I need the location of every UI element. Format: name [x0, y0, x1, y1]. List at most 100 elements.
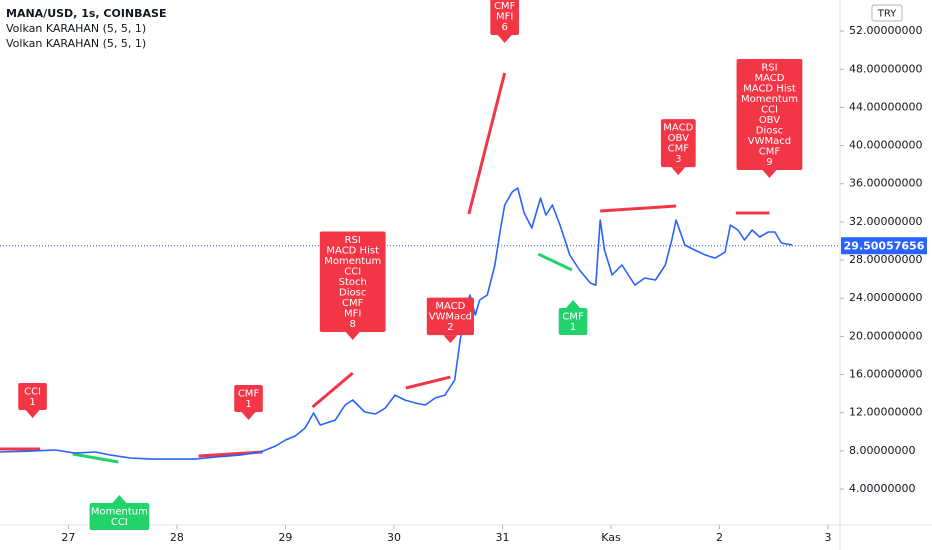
- currency-button-box[interactable]: [871, 4, 903, 22]
- signal-pointer: [497, 35, 512, 44]
- signal-text: Diosc: [756, 125, 783, 136]
- y-tick-label: 16.00000000: [849, 368, 922, 381]
- signal-text: MACD: [754, 73, 784, 84]
- signal-text: MACD Hist: [326, 245, 379, 256]
- signal-text: VWMacd: [429, 311, 472, 322]
- signal-text: CCI: [24, 386, 41, 397]
- signal-text: MACD Hist: [743, 83, 796, 94]
- y-tick-label: 52.00000000: [849, 24, 922, 37]
- currency-button[interactable]: TRY: [871, 4, 903, 22]
- y-tick-label: 36.00000000: [849, 177, 922, 190]
- currency-label[interactable]: TRY: [877, 9, 897, 20]
- signal-text: RSI: [761, 62, 777, 73]
- signal-text: 3: [675, 154, 681, 165]
- signal-box: [18, 383, 47, 411]
- signal-box: [426, 297, 474, 336]
- y-tick-label: 28.00000000: [849, 253, 922, 266]
- x-tick-label: 29: [278, 531, 292, 544]
- trendline: [72, 452, 119, 464]
- signal-text: Stoch: [339, 277, 367, 288]
- trendline: [311, 371, 354, 409]
- signal-text: 6: [501, 22, 507, 33]
- signal-pointer: [241, 412, 256, 421]
- x-tick-label: 27: [61, 531, 75, 544]
- last-price-label: 29.50057656: [844, 239, 925, 252]
- trendline: [467, 72, 507, 215]
- signal-text: OBV: [759, 115, 780, 126]
- signal-text: CMF: [759, 146, 781, 157]
- legend-text: Volkan KARAHAN (5, 5, 1): [6, 22, 146, 35]
- x-tick-label: 28: [170, 531, 184, 544]
- signal-text: CMF: [562, 311, 584, 322]
- trendline: [405, 375, 451, 390]
- signal-text: MFI: [344, 308, 361, 319]
- signal-text: 1: [29, 397, 35, 408]
- signal-text: CCI: [111, 517, 128, 528]
- signal-text: CMF: [668, 143, 690, 154]
- x-tick-label: 31: [495, 531, 509, 544]
- y-tick-label: 24.00000000: [849, 291, 922, 304]
- signal-text: MACD: [663, 122, 693, 133]
- x-tick-label: 2: [716, 531, 723, 544]
- y-tick-label: 4.00000000: [849, 482, 915, 495]
- signal-box: [89, 503, 150, 531]
- signal-text: VWMacd: [748, 136, 791, 147]
- signal-box: [490, 0, 519, 36]
- y-tick-label: 12.00000000: [849, 406, 922, 419]
- signal-text: CMF: [494, 1, 516, 12]
- signal-text: RSI: [345, 235, 361, 246]
- y-tick-label: 40.00000000: [849, 139, 922, 152]
- signal-text: 8: [350, 319, 356, 330]
- y-tick-label: 20.00000000: [849, 329, 922, 342]
- trendline: [537, 252, 573, 272]
- signal-text: MACD: [435, 301, 465, 312]
- signal-text: Momentum: [324, 256, 381, 267]
- signal-pointer: [25, 410, 40, 419]
- x-tick-label: 30: [387, 531, 401, 544]
- price-line: [0, 187, 793, 460]
- signal-box: [319, 231, 386, 333]
- signal-pointer: [671, 167, 686, 176]
- legend-text: MANA/USD, 1s, COINBASE: [6, 7, 166, 20]
- signal-pointer: [345, 332, 360, 341]
- signal-text: OBV: [668, 133, 689, 144]
- signal-box: [558, 308, 588, 336]
- signal-box: [736, 59, 803, 171]
- legend-text: Volkan KARAHAN (5, 5, 1): [6, 37, 146, 50]
- signal-box: [660, 119, 696, 168]
- signal-box: [234, 385, 263, 413]
- signal-text: Diosc: [339, 287, 366, 298]
- trendline: [600, 204, 677, 213]
- signal-text: Momentum: [741, 94, 798, 105]
- signal-text: 9: [766, 157, 772, 168]
- last-price-box: [841, 237, 927, 255]
- signal-text: CCI: [344, 266, 361, 277]
- signal-pointer: [112, 495, 127, 504]
- signal-pointer: [762, 170, 777, 179]
- y-tick-label: 32.00000000: [849, 215, 922, 228]
- signal-pointer: [566, 300, 581, 309]
- y-tick-label: 48.00000000: [849, 62, 922, 75]
- signal-text: CCI: [761, 104, 778, 115]
- signal-text: 1: [245, 399, 251, 410]
- y-tick-label: 8.00000000: [849, 444, 915, 457]
- signal-text: 1: [570, 322, 576, 333]
- x-tick-label: Kas: [601, 531, 621, 544]
- signal-text: Momentum: [91, 506, 148, 517]
- signal-pointer: [443, 335, 458, 344]
- signal-text: CMF: [238, 388, 260, 399]
- y-tick-label: 44.00000000: [849, 100, 922, 113]
- signal-text: 2: [447, 322, 453, 333]
- signal-text: MFI: [496, 11, 513, 22]
